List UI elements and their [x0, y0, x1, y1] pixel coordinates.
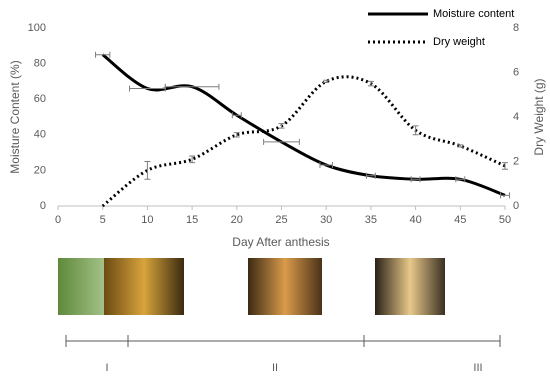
y-tick-label: 20: [34, 164, 46, 176]
x-tick-label: 0: [55, 214, 61, 226]
error-bar: [278, 123, 285, 129]
x-axis-title: Day After anthesis: [232, 235, 329, 249]
x-tick-label: 40: [409, 214, 421, 226]
error-bar: [144, 161, 151, 180]
y-tick-label: 40: [34, 129, 46, 141]
x-tick-label: 20: [231, 214, 243, 226]
error-bar: [367, 80, 374, 87]
legend-label: Moisture content: [433, 8, 514, 20]
y2-tick-label: 2: [513, 155, 519, 167]
photo: [248, 258, 322, 315]
y-tick-label: 80: [34, 58, 46, 70]
error-bar: [410, 176, 421, 183]
error-bar: [412, 125, 419, 136]
error-bar: [500, 192, 510, 199]
error-bar: [365, 172, 376, 179]
error-bar: [502, 162, 508, 170]
error-bar: [319, 162, 333, 169]
stage-label: II: [272, 362, 278, 374]
series-line: [101, 75, 506, 208]
y2-tick-label: 6: [513, 66, 519, 78]
photo: [104, 258, 184, 315]
y2-tick-label: 8: [513, 22, 519, 34]
x-tick-label: 10: [141, 214, 153, 226]
y2-tick-label: 4: [513, 111, 519, 123]
error-bar: [323, 79, 330, 84]
error-bar: [164, 83, 220, 90]
error-bar: [457, 144, 464, 148]
legend-label: Dry weight: [433, 36, 485, 48]
x-tick-label: 50: [499, 214, 511, 226]
photos: [58, 258, 445, 315]
timeline: [65, 335, 501, 347]
photo: [375, 258, 445, 315]
stage-label: I: [105, 362, 108, 374]
x-tick-label: 25: [275, 214, 287, 226]
error-bar: [233, 132, 240, 138]
stage-label: III: [473, 362, 482, 374]
error-bar: [95, 51, 111, 58]
x-tick-label: 5: [100, 214, 106, 226]
y2-axis-title: Dry Weight (g): [532, 78, 546, 155]
x-tick-label: 35: [365, 214, 377, 226]
x-tick-label: 45: [454, 214, 466, 226]
y-tick-label: 60: [34, 93, 46, 105]
y2-tick-label: 0: [513, 200, 519, 212]
x-tick-label: 30: [320, 214, 332, 226]
error-bar: [189, 155, 196, 164]
y-axis-title: Moisture Content (%): [8, 60, 22, 173]
y-tick-label: 100: [28, 22, 46, 34]
y-tick-label: 0: [40, 200, 46, 212]
error-bar: [231, 112, 242, 119]
series-line: [101, 53, 506, 197]
error-bar: [263, 138, 300, 145]
x-tick-label: 15: [186, 214, 198, 226]
error-bar: [455, 176, 466, 183]
